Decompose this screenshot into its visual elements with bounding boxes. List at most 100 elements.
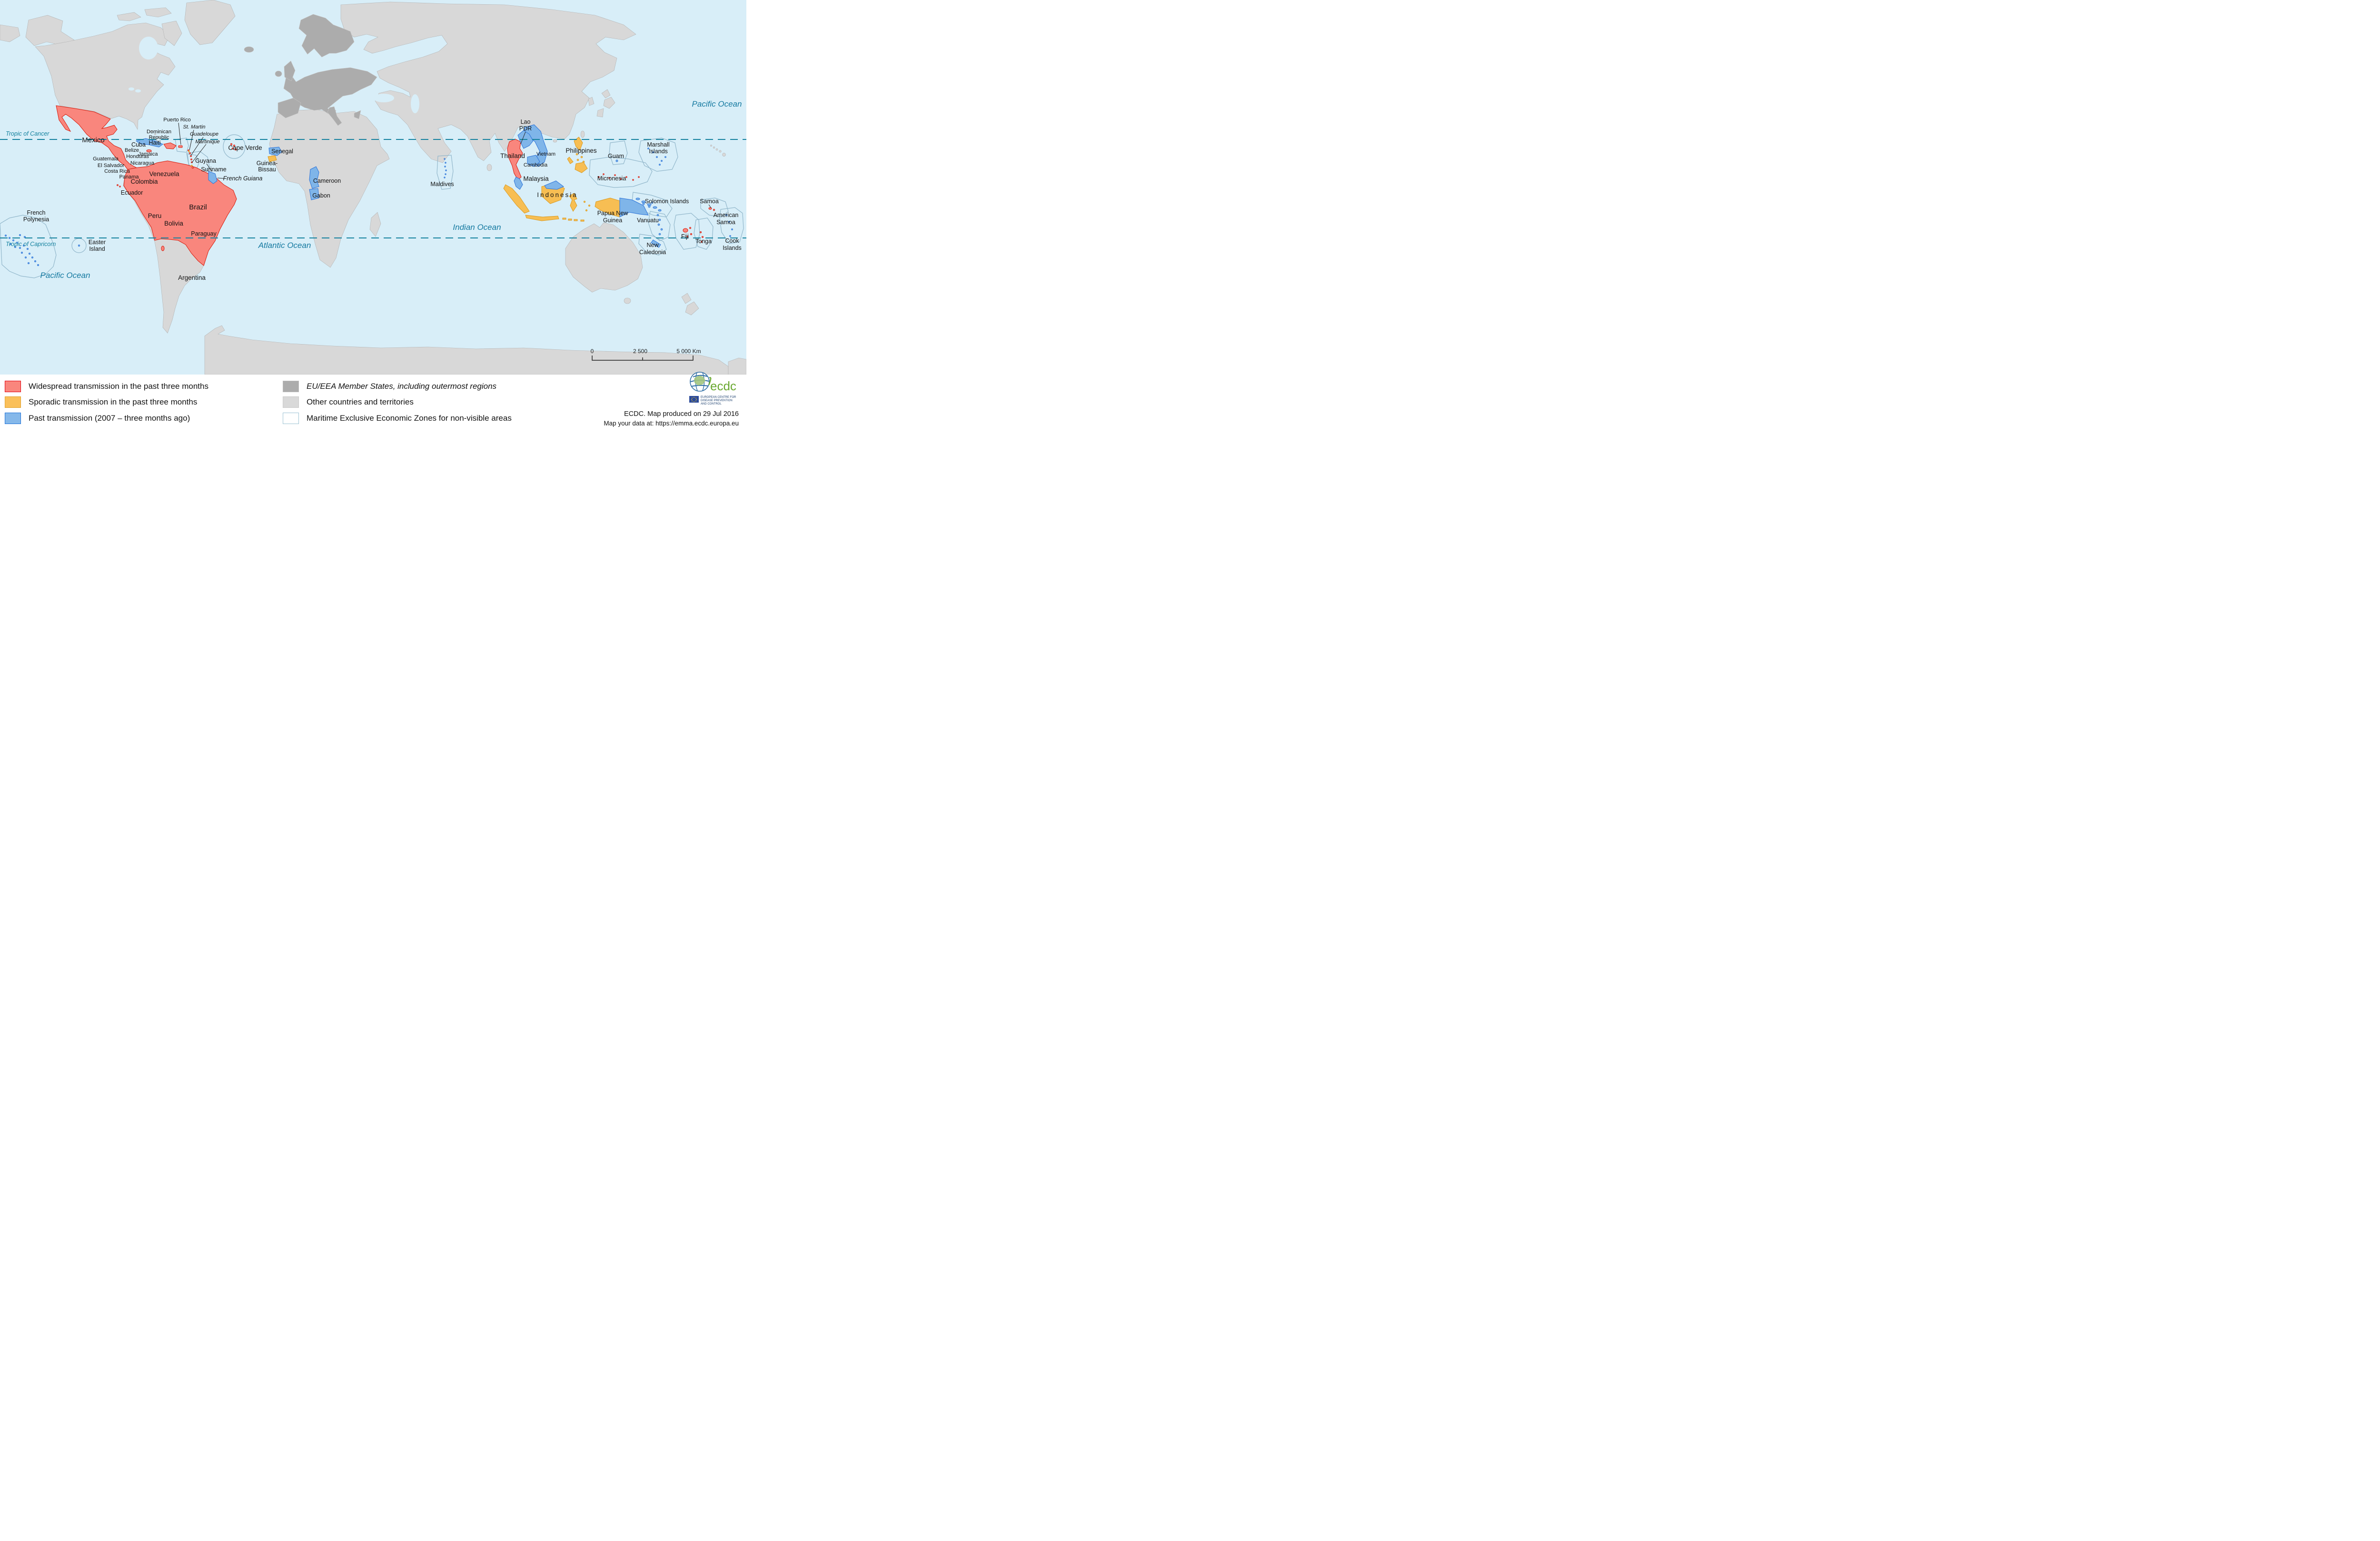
country-puerto-rico	[178, 145, 183, 148]
islands-new-britain	[642, 201, 654, 208]
label-gabon: Gabon	[312, 192, 330, 199]
label-cameroon: Cameroon	[313, 178, 341, 184]
scale-mid: 2 500	[633, 348, 647, 355]
eu-uk	[284, 60, 296, 81]
black-sea	[373, 94, 394, 102]
label-guyana: Guyana	[195, 158, 216, 164]
land-africa	[269, 109, 390, 268]
legend-item-widespread: Widespread transmission in the past thre…	[5, 380, 208, 393]
label-indonesia: Indonesia	[537, 191, 578, 198]
ecdc-org-line2: DISEASE PREVENTION	[701, 399, 733, 402]
label-vanuatu: Vanuatu	[637, 217, 659, 224]
label-samoa: Samoa	[700, 198, 719, 205]
ecdc-map-page: { "map": { "ocean_labels": { "pacific_le…	[0, 0, 746, 435]
country-gabon	[309, 188, 319, 200]
land-baffin	[161, 20, 182, 46]
country-south-america-north	[123, 160, 237, 266]
country-malaysia-peninsula	[514, 177, 523, 190]
land-greenland	[184, 0, 236, 45]
label-easter-2: Island	[89, 246, 105, 252]
islands-galapagos	[117, 184, 121, 188]
label-micronesia: Micronesia	[597, 175, 626, 182]
islands-cape-verde	[230, 143, 237, 151]
country-papua-new-guinea	[619, 198, 649, 217]
eez-micronesia	[589, 157, 653, 188]
label-pacific-left: Pacific Ocean	[40, 271, 90, 280]
label-indian: Indian Ocean	[453, 223, 501, 232]
legend-label-past: Past transmission (2007 – three months a…	[29, 414, 190, 423]
label-cape-verde: Cape Verde	[228, 144, 262, 151]
legend-swatch-past	[5, 413, 21, 424]
eu-mainland	[283, 67, 377, 117]
islands-marshall	[647, 148, 666, 166]
country-thailand	[507, 138, 523, 180]
eez-tonga	[694, 217, 714, 250]
islands-vanuatu	[656, 214, 663, 236]
land-bahamas	[150, 130, 160, 138]
legend-label-other: Other countries and territories	[307, 397, 414, 406]
classified-layer	[5, 105, 733, 266]
label-panama: Panama	[119, 174, 139, 180]
label-easter-1: Easter	[89, 239, 106, 246]
eez-new-caledonia	[638, 234, 667, 256]
land-tasmania	[624, 297, 631, 304]
label-haiti: Haiti	[149, 139, 160, 146]
label-lao-2: PDR	[519, 125, 532, 132]
country-philippines-mindanao	[575, 162, 588, 173]
label-puerto-rico: Puerto Rico	[163, 117, 190, 123]
legend-item-other: Other countries and territories	[283, 396, 414, 408]
ecdc-org-line3: AND CONTROL	[701, 403, 722, 405]
legend-swatch-eu-eea	[283, 381, 299, 392]
ecdc-org-line1: EUROPEAN CENTRE FOR	[701, 396, 736, 399]
world-map: 0 2 500 5 000 Km Tropic of Cancer Tropic…	[0, 0, 746, 375]
land-japan-north	[601, 89, 611, 99]
land-japan-main	[603, 97, 615, 109]
eu-eea-layer	[244, 14, 377, 126]
label-lao-1: Lao	[521, 119, 531, 125]
country-malaysia-borneo	[544, 180, 564, 190]
eez-cook-islands	[719, 207, 744, 244]
country-argentina-focus	[161, 246, 165, 251]
label-suriname: Suriname	[201, 166, 227, 173]
scale-end: 5 000 Km	[676, 348, 701, 355]
attribution-line2: Map your data at: https://emma.ecdc.euro…	[604, 420, 739, 427]
country-indonesia-sumatra	[503, 184, 530, 214]
label-marshall-2: Islands	[649, 148, 668, 155]
land-alaska	[25, 15, 75, 46]
label-honduras: Honduras	[126, 154, 149, 159]
islands-fiji	[683, 227, 693, 237]
label-maldives: Maldives	[430, 181, 454, 188]
land-arctic-islands	[117, 12, 141, 21]
label-new-caledonia-1: New	[646, 242, 659, 248]
islands-french-polynesia	[5, 234, 39, 266]
label-argentina: Argentina	[178, 274, 206, 281]
islands-antilles-orange	[188, 150, 193, 167]
label-cambodia: Cambodia	[524, 162, 548, 168]
label-guadeloupe: Guadeloupe	[190, 131, 218, 137]
ecdc-logo: ecdc EUROPEAN CENTRE FOR DISEASE PREVENT…	[689, 372, 736, 405]
caspian-sea	[411, 94, 419, 113]
label-malaysia: Malaysia	[523, 175, 549, 182]
ecdc-brand-text: ecdc	[710, 379, 736, 393]
country-hispaniola	[163, 142, 177, 149]
label-french-polynesia-2: Polynesia	[23, 216, 49, 223]
label-cuba: Cuba	[131, 141, 146, 148]
land-nz-north	[681, 293, 692, 304]
eez-cape-verde	[223, 134, 246, 159]
eu-flag-icon	[689, 396, 699, 403]
label-guatemala: Guatemala	[93, 156, 119, 162]
country-philippines-luzon	[574, 137, 583, 151]
world-map-svg: 0 2 500 5 000 Km Tropic of Cancer Tropic…	[0, 0, 746, 375]
country-guinea-bissau	[268, 155, 277, 162]
label-fiji: Fiji	[681, 233, 689, 240]
eez-puerto-rico	[175, 138, 189, 153]
eu-iceland	[244, 46, 254, 53]
label-paraguay: Paraguay	[191, 230, 217, 237]
land-sri-lanka	[486, 164, 492, 171]
label-bolivia: Bolivia	[164, 220, 183, 227]
legend-item-eu-eea: EU/EEA Member States, including outermos…	[283, 380, 496, 393]
label-st-martin: St. Martin	[183, 124, 205, 130]
country-cuba	[135, 138, 163, 148]
land-chukotka	[0, 24, 20, 42]
eez-vanuatu	[648, 211, 671, 241]
